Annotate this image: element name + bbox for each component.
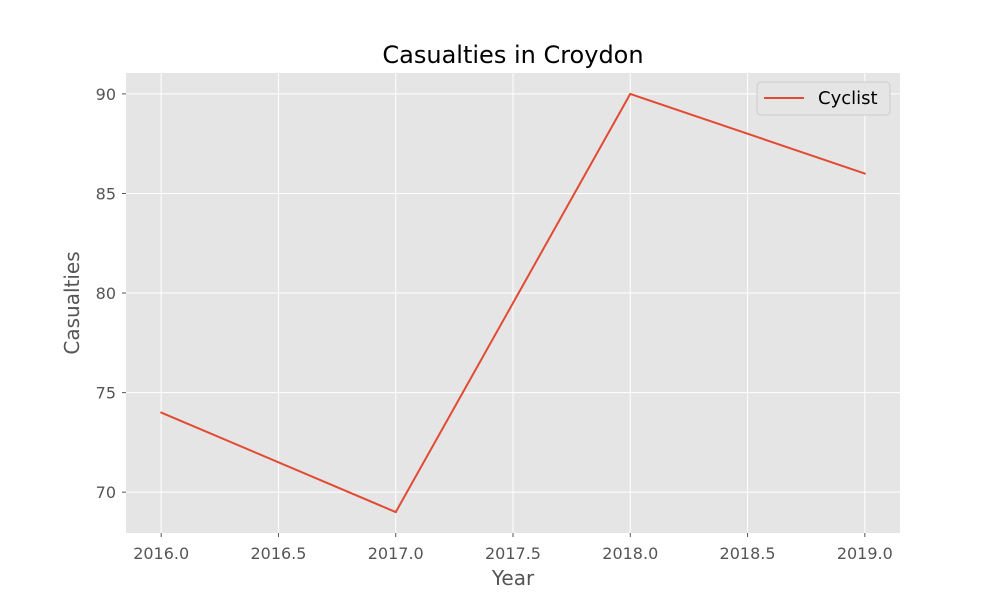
y-tick-labels: 70 75 80 85 90 — [96, 85, 126, 502]
series-layer — [160, 92, 866, 514]
y-tick-label: 70 — [96, 483, 116, 502]
y-tick-label: 90 — [96, 85, 116, 104]
data-point — [160, 411, 163, 414]
x-tick-label: 2018.0 — [602, 544, 658, 563]
data-point — [863, 172, 866, 175]
x-tick-label: 2017.0 — [368, 544, 424, 563]
x-axis-label: Year — [491, 566, 535, 590]
x-tick-label: 2018.5 — [720, 544, 776, 563]
y-axis-label: Casualties — [60, 251, 84, 354]
y-tick-label: 85 — [96, 184, 116, 203]
series-line-cyclist — [160, 92, 866, 514]
chart-title: Casualties in Croydon — [382, 41, 643, 69]
x-tick-label: 2016.5 — [250, 544, 306, 563]
x-tick-label: 2019.0 — [837, 544, 893, 563]
x-tick-label: 2017.5 — [485, 544, 541, 563]
x-tick-labels: 2016.0 2016.5 2017.0 2017.5 2018.0 2018.5 2019… — [133, 533, 893, 563]
x-gridlines — [160, 73, 866, 533]
data-point — [394, 511, 397, 514]
legend: Cyclist — [756, 81, 891, 116]
y-tick-label: 75 — [96, 384, 116, 403]
legend-label-cyclist: Cyclist — [818, 88, 878, 109]
legend-box — [756, 81, 891, 116]
y-tick-label: 80 — [96, 284, 116, 303]
x-tick-label: 2016.0 — [133, 544, 189, 563]
data-point — [629, 92, 632, 95]
